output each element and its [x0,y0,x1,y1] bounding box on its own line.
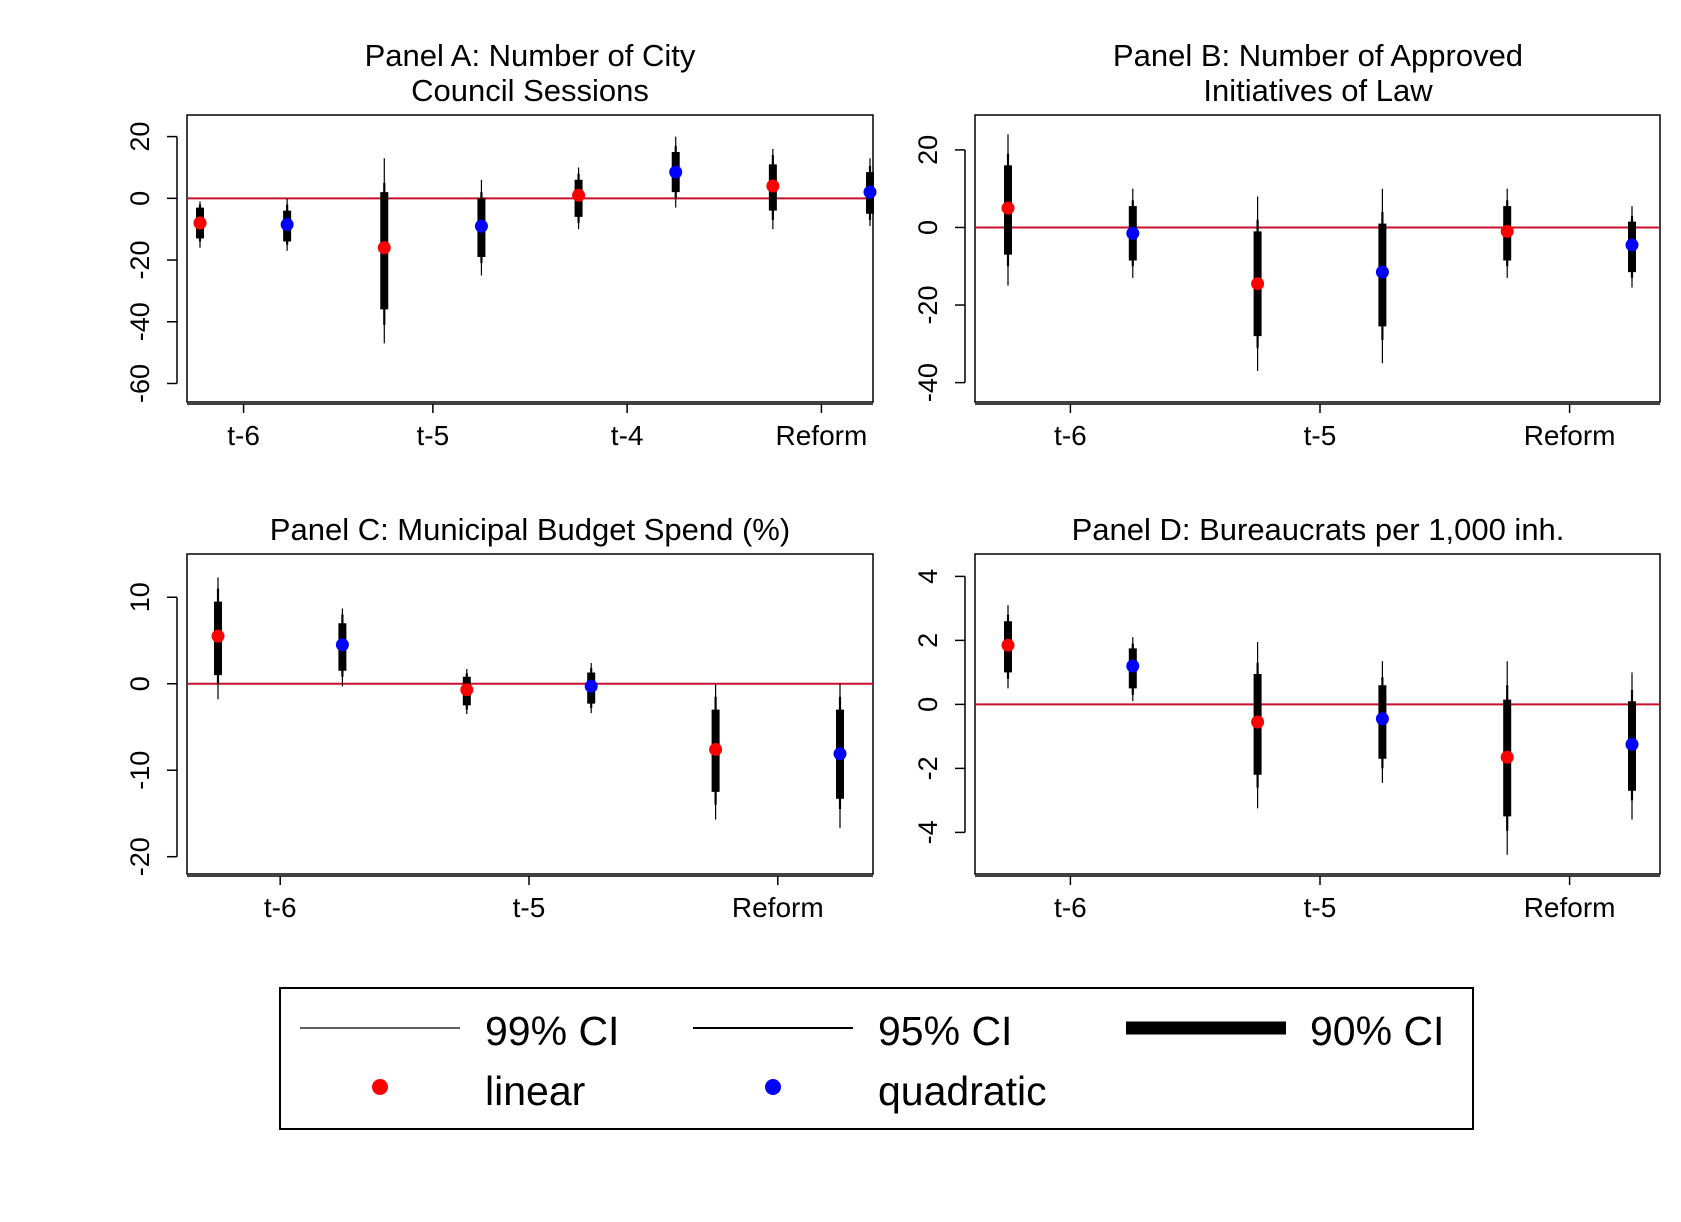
panel-c-x-tick-label: t-5 [513,892,546,923]
panel-d-quadratic-estimate-point [1375,712,1389,726]
panel-d: Panel D: Bureaucrats per 1,000 inh. 4 2 0 -… [913,512,1661,923]
panel-d-quadratic-estimate-point [1625,737,1639,751]
panel-b-title-line-2: Initiatives of Law [1203,73,1433,108]
panel-a-x-tick-label: Reform [776,420,868,451]
panel-d-x-tick-label: Reform [1524,892,1616,923]
panel-d-x-tick-label: t-6 [1054,892,1087,923]
legend-linear-dot [372,1079,388,1095]
panel-b-quadratic-estimate-point [1625,238,1639,252]
panel-a-x-tick-label: t-4 [611,420,644,451]
panel-a-linear-estimate-point [377,241,391,255]
panel-a-quadratic-estimate-point [669,165,683,179]
panel-c-quadratic-estimate-point [584,679,598,693]
panel-b-x-tick-label: Reform [1524,420,1616,451]
panel-b-y-tick-label: 0 [913,220,943,235]
panel-a-title-line-1: Panel A: Number of City [365,38,696,73]
panel-a: Panel A: Number of City Council Sessions… [125,38,877,451]
panel-a-linear-estimate-point [193,216,207,230]
legend-99ci-label: 99% CI [485,1008,619,1054]
panel-d-y-tick-label: 4 [913,569,943,584]
panel-d-y-tick-label: -2 [913,756,943,780]
panel-b-linear-estimate-point [1251,277,1265,291]
panel-c-linear-estimate-point [211,629,225,643]
panel-b-y-tick-label: 20 [913,135,943,165]
panel-b-plot-frame [974,114,1661,403]
panel-a-linear-estimate-point [766,179,780,193]
panel-b-quadratic-estimate-point [1375,265,1389,279]
panel-a-x-tick-label: t-5 [417,420,450,451]
panel-a-x-tick-label: t-6 [227,420,260,451]
panel-c-linear-estimate-point [460,683,474,697]
panel-c-quadratic-estimate-point [335,638,349,652]
legend-95ci-label: 95% CI [878,1008,1012,1054]
panel-a-title-line-2: Council Sessions [411,73,649,108]
panel-a-y-tick-label: -60 [125,364,155,403]
legend: 99% CI 95% CI 90% CI linear quadratic [279,987,1474,1130]
panel-a-quadratic-estimate-point [474,219,488,233]
panel-a-plot-frame [186,114,874,403]
panel-d-linear-estimate-point [1001,638,1015,652]
panel-c-y-tick-label: -10 [125,751,155,790]
panel-c-y-tick-label: 0 [125,676,155,691]
panel-c-quadratic-estimate-point [833,747,847,761]
panel-d-plot-frame [974,553,1661,875]
panel-c-y-tick-label: -20 [125,837,155,876]
panel-c-title-line-1: Panel C: Municipal Budget Spend (%) [270,512,790,547]
legend-linear-label: linear [485,1068,585,1114]
panel-c-y-tick-label: 10 [125,582,155,612]
legend-90ci-label: 90% CI [1310,1008,1444,1054]
panel-b-quadratic-estimate-point [1126,226,1140,240]
panel-a-linear-estimate-point [572,188,586,202]
panel-b-title-line-1: Panel B: Number of Approved [1113,38,1523,73]
panel-d-title-line-1: Panel D: Bureaucrats per 1,000 inh. [1072,512,1565,547]
legend-quadratic-label: quadratic [878,1068,1047,1114]
panel-a-quadratic-estimate-point [863,185,877,199]
panel-b-x-tick-label: t-6 [1054,420,1087,451]
panel-b: Panel B: Number of Approved Initiatives … [913,38,1661,451]
panel-d-y-tick-label: 0 [913,697,943,712]
panel-d-x-tick-label: t-5 [1304,892,1337,923]
panel-d-quadratic-estimate-point [1126,659,1140,673]
panel-b-linear-estimate-point [1500,224,1514,238]
panel-a-y-tick-label: -20 [125,241,155,280]
panel-b-x-tick-label: t-5 [1304,420,1337,451]
panel-b-y-tick-label: -20 [913,286,943,325]
panel-c-x-tick-label: Reform [732,892,824,923]
panel-b-linear-estimate-point [1001,201,1015,215]
panel-c: Panel C: Municipal Budget Spend (%) 10 0 -… [125,512,874,923]
panel-c-linear-estimate-point [709,742,723,756]
legend-box [279,987,1474,1130]
panel-c-plot-frame [186,553,874,875]
legend-quadratic-dot [765,1079,781,1095]
panel-b-y-tick-label: -40 [913,363,943,402]
panel-a-quadratic-estimate-point [280,218,294,232]
panel-d-linear-estimate-point [1251,715,1265,729]
panel-d-linear-estimate-point [1500,750,1514,764]
panel-c-x-tick-label: t-6 [264,892,297,923]
panel-a-y-tick-label: 20 [125,122,155,152]
panel-a-y-tick-label: 0 [125,191,155,206]
panel-d-y-tick-label: 2 [913,633,943,648]
panel-d-y-tick-label: -4 [913,820,943,844]
panel-a-y-tick-label: -40 [125,302,155,341]
